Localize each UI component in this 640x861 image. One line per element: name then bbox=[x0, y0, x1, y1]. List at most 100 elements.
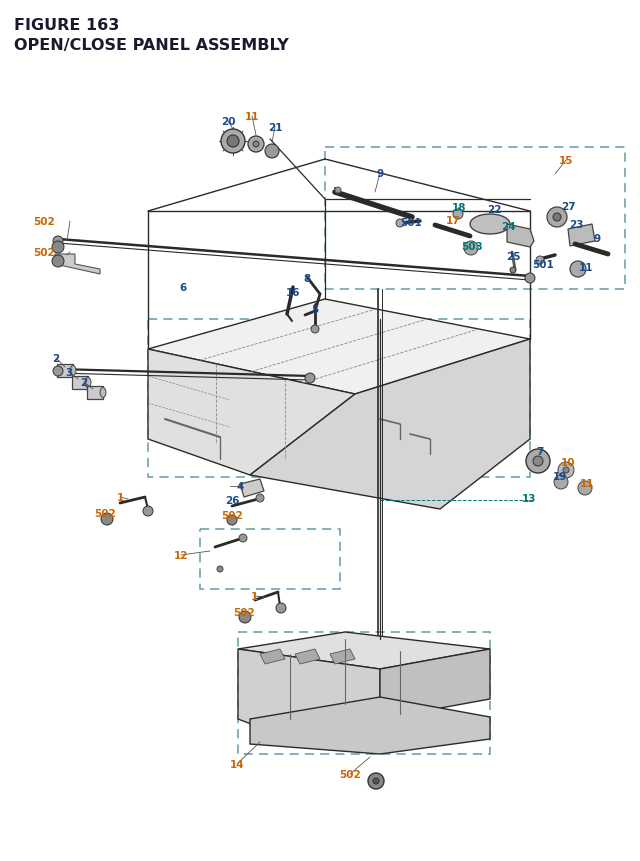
Text: 9: 9 bbox=[593, 233, 600, 244]
Circle shape bbox=[396, 220, 404, 228]
Polygon shape bbox=[70, 366, 76, 376]
Polygon shape bbox=[240, 480, 264, 498]
Circle shape bbox=[335, 188, 341, 194]
Circle shape bbox=[217, 567, 223, 573]
Polygon shape bbox=[100, 388, 106, 398]
Text: 2: 2 bbox=[81, 378, 88, 387]
Circle shape bbox=[536, 257, 544, 264]
Circle shape bbox=[276, 604, 286, 613]
Polygon shape bbox=[568, 225, 595, 247]
Text: 501: 501 bbox=[532, 260, 554, 269]
Circle shape bbox=[526, 449, 550, 474]
Polygon shape bbox=[148, 300, 530, 394]
Text: OPEN/CLOSE PANEL ASSEMBLY: OPEN/CLOSE PANEL ASSEMBLY bbox=[14, 38, 289, 53]
Text: 27: 27 bbox=[561, 201, 575, 212]
Circle shape bbox=[256, 494, 264, 503]
Text: 9: 9 bbox=[376, 169, 383, 179]
Text: 1: 1 bbox=[250, 592, 258, 601]
Polygon shape bbox=[507, 225, 534, 248]
Polygon shape bbox=[380, 649, 490, 719]
Text: 22: 22 bbox=[487, 205, 501, 214]
Text: 13: 13 bbox=[522, 493, 536, 504]
Polygon shape bbox=[330, 649, 355, 664]
Text: 6: 6 bbox=[179, 282, 187, 293]
Circle shape bbox=[101, 513, 113, 525]
Text: 8: 8 bbox=[303, 274, 310, 283]
Circle shape bbox=[305, 374, 315, 383]
Circle shape bbox=[570, 262, 586, 278]
Text: 21: 21 bbox=[268, 123, 282, 133]
Text: 3: 3 bbox=[65, 368, 72, 378]
Text: 502: 502 bbox=[33, 248, 55, 257]
Text: 4: 4 bbox=[236, 481, 244, 492]
Circle shape bbox=[311, 325, 319, 333]
Text: 24: 24 bbox=[500, 222, 515, 232]
Polygon shape bbox=[295, 649, 320, 664]
Text: 20: 20 bbox=[221, 117, 236, 127]
Text: 26: 26 bbox=[225, 495, 239, 505]
Circle shape bbox=[553, 214, 561, 222]
Polygon shape bbox=[250, 339, 530, 510]
Circle shape bbox=[52, 242, 64, 254]
Text: 14: 14 bbox=[230, 759, 244, 769]
Text: 502: 502 bbox=[33, 217, 55, 226]
Text: 503: 503 bbox=[461, 242, 483, 251]
Text: 23: 23 bbox=[569, 220, 583, 230]
Circle shape bbox=[143, 506, 153, 517]
Circle shape bbox=[373, 778, 379, 784]
Circle shape bbox=[547, 208, 567, 228]
Text: 7: 7 bbox=[536, 447, 544, 456]
Circle shape bbox=[53, 367, 63, 376]
Polygon shape bbox=[238, 632, 490, 669]
Text: 501: 501 bbox=[400, 218, 422, 228]
Circle shape bbox=[239, 611, 251, 623]
Circle shape bbox=[368, 773, 384, 789]
Text: FIGURE 163: FIGURE 163 bbox=[14, 18, 120, 33]
Circle shape bbox=[53, 237, 63, 247]
Circle shape bbox=[510, 268, 516, 274]
Circle shape bbox=[563, 468, 569, 474]
Text: 502: 502 bbox=[339, 769, 361, 779]
Text: 502: 502 bbox=[221, 511, 243, 520]
Circle shape bbox=[453, 210, 463, 220]
Circle shape bbox=[578, 481, 592, 495]
Text: 12: 12 bbox=[173, 550, 188, 561]
Circle shape bbox=[464, 242, 478, 256]
Polygon shape bbox=[72, 376, 88, 389]
Text: 5: 5 bbox=[312, 305, 319, 314]
Circle shape bbox=[221, 130, 245, 154]
Polygon shape bbox=[57, 364, 73, 378]
Circle shape bbox=[239, 535, 247, 542]
Text: 10: 10 bbox=[561, 457, 575, 468]
Text: 16: 16 bbox=[285, 288, 300, 298]
Polygon shape bbox=[470, 214, 510, 235]
Polygon shape bbox=[238, 649, 380, 739]
Circle shape bbox=[248, 137, 264, 152]
Circle shape bbox=[554, 475, 568, 489]
Circle shape bbox=[265, 145, 279, 158]
Text: 11: 11 bbox=[580, 479, 595, 488]
Polygon shape bbox=[250, 697, 490, 754]
Polygon shape bbox=[260, 649, 285, 664]
Text: 11: 11 bbox=[579, 263, 593, 273]
Circle shape bbox=[52, 256, 64, 268]
Text: 502: 502 bbox=[94, 508, 116, 518]
Text: 502: 502 bbox=[233, 607, 255, 617]
Text: 11: 11 bbox=[244, 112, 259, 122]
Text: 2: 2 bbox=[52, 354, 60, 363]
Text: 17: 17 bbox=[445, 216, 460, 226]
Polygon shape bbox=[148, 350, 355, 475]
Text: 1: 1 bbox=[116, 492, 124, 503]
Text: 15: 15 bbox=[559, 156, 573, 166]
Text: 25: 25 bbox=[506, 251, 520, 262]
Polygon shape bbox=[87, 387, 103, 400]
Text: 18: 18 bbox=[452, 202, 467, 213]
Polygon shape bbox=[85, 378, 91, 388]
Circle shape bbox=[533, 456, 543, 467]
Circle shape bbox=[227, 136, 239, 148]
Circle shape bbox=[558, 462, 574, 479]
Text: 19: 19 bbox=[553, 472, 567, 481]
Polygon shape bbox=[55, 255, 100, 275]
Circle shape bbox=[253, 142, 259, 148]
Circle shape bbox=[227, 516, 237, 525]
